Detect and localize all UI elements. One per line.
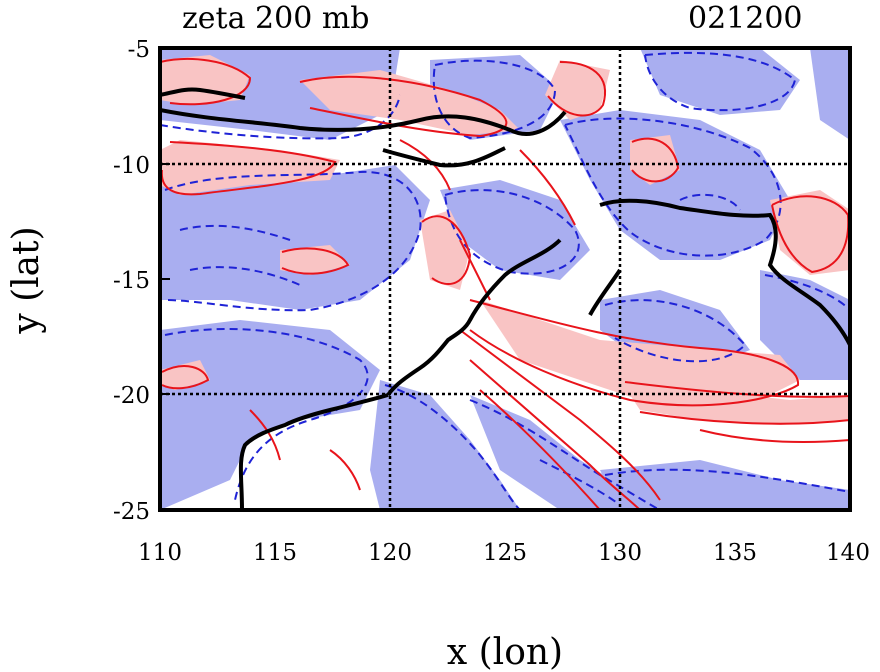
plot-area xyxy=(158,46,852,512)
y-tick-label: -5 xyxy=(128,37,150,63)
y-tick-label: -20 xyxy=(113,383,150,409)
x-tick-label: 135 xyxy=(713,540,757,566)
field-layers xyxy=(160,48,850,510)
coastlines xyxy=(160,87,850,510)
gridlines xyxy=(160,48,850,510)
x-tick-label: 140 xyxy=(826,540,870,566)
x-tick-label: 115 xyxy=(253,540,297,566)
time-label: 021200 xyxy=(688,1,803,36)
y-tick-label: -15 xyxy=(113,268,150,294)
y-tick-labels: -5 -10 -15 -20 -25 xyxy=(113,37,150,525)
x-tick-labels: 110 115 120 125 130 135 140 xyxy=(138,540,870,566)
x-tick-label: 130 xyxy=(598,540,642,566)
y-tick-label: -25 xyxy=(113,499,150,525)
y-ticks xyxy=(160,47,170,511)
negative-vorticity-fill xyxy=(160,48,850,510)
y-tick-label: -10 xyxy=(113,153,150,179)
y-axis-label: y (lat) xyxy=(6,226,47,334)
x-tick-label: 110 xyxy=(138,540,182,566)
x-tick-label: 120 xyxy=(368,540,412,566)
map-title: zeta 200 mb xyxy=(182,1,370,36)
x-axis-label: x (lon) xyxy=(447,632,563,672)
positive-contours xyxy=(160,57,850,510)
x-tick-label: 125 xyxy=(483,540,527,566)
